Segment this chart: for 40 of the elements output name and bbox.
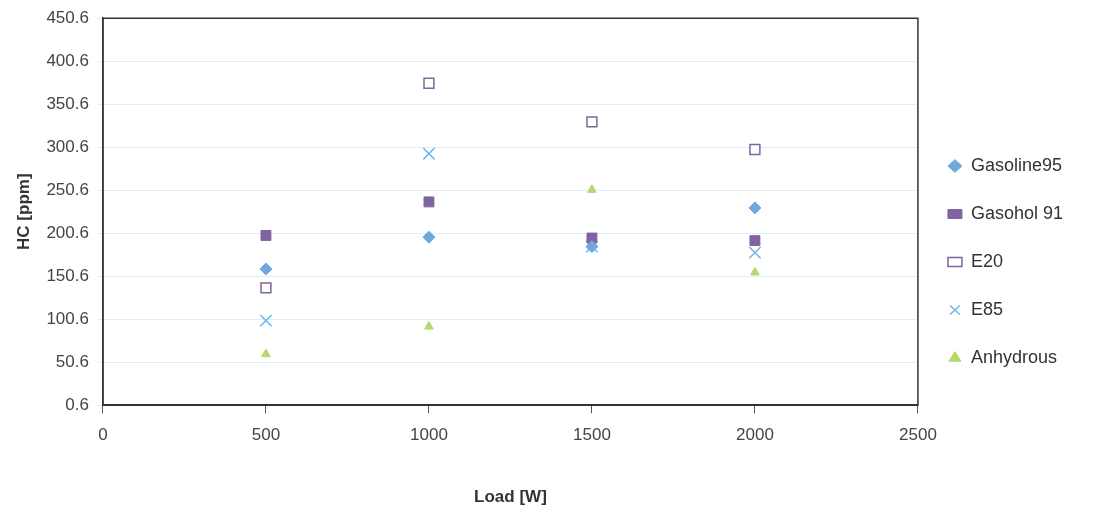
- point: [261, 348, 271, 358]
- point: [748, 201, 762, 215]
- point: [749, 143, 761, 156]
- x-tick-label: 0: [98, 425, 108, 445]
- legend-label: Gasoline95: [970, 154, 1063, 175]
- x-tick-label: 1500: [573, 425, 611, 445]
- point: [749, 235, 761, 247]
- point: [260, 282, 272, 294]
- y-tick-label: 300.6: [46, 136, 89, 156]
- y-tick-label: 50.6: [55, 351, 89, 371]
- point: [423, 196, 435, 208]
- y-tick-label: 0.6: [65, 394, 89, 414]
- legend-label: E20: [970, 250, 1003, 271]
- point: [423, 77, 435, 89]
- y-tick-label: 150.6: [46, 265, 89, 285]
- point: [586, 116, 598, 128]
- x-tick-label: 500: [251, 425, 281, 445]
- point: [748, 246, 762, 260]
- point: [750, 266, 760, 276]
- point: [422, 230, 436, 244]
- point: [424, 321, 434, 330]
- y-axis-title: HC [ppm]: [13, 173, 33, 250]
- y-tick-label: 250.6: [46, 179, 89, 199]
- legend-label: E85: [970, 298, 1003, 319]
- legend-label: Gasohol 91: [970, 202, 1064, 223]
- x-tick-label: 2000: [736, 425, 774, 445]
- point: [422, 147, 436, 161]
- y-tick-label: 400.6: [46, 50, 89, 70]
- y-tick-label: 350.6: [46, 93, 89, 113]
- y-tick-label: 100.6: [46, 308, 89, 328]
- legend-label: Anhydrous: [970, 346, 1057, 367]
- point: [259, 314, 273, 327]
- x-axis-title: Load [W]: [474, 487, 547, 507]
- x-tick-label: 2500: [899, 425, 937, 445]
- y-tick-label: 450.6: [46, 7, 89, 27]
- point: [259, 262, 273, 276]
- y-tick-label: 200.6: [46, 222, 89, 242]
- point: [587, 184, 597, 193]
- x-tick-label: 1000: [410, 425, 448, 445]
- point: [260, 229, 272, 241]
